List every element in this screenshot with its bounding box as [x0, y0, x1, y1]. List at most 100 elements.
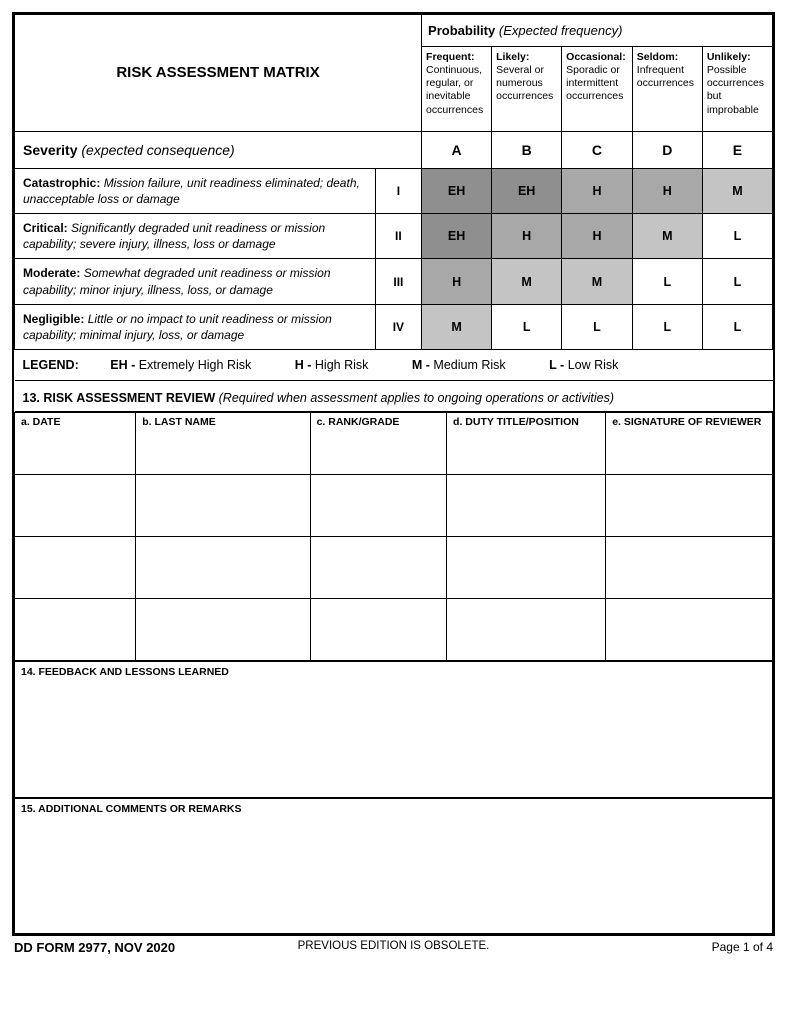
- severity-label: Severity: [23, 142, 77, 158]
- sev-3-desc: Moderate: Somewhat degraded unit readine…: [15, 259, 376, 304]
- risk-2d: M: [632, 214, 702, 259]
- section-14-title: 14. FEEDBACK AND LESSONS LEARNED: [15, 662, 773, 683]
- risk-2b: H: [492, 214, 562, 259]
- risk-1e: M: [702, 168, 772, 213]
- review-2-lastname[interactable]: [136, 537, 310, 599]
- review-3-duty[interactable]: [447, 599, 606, 661]
- sev-3-label: Moderate:: [23, 266, 80, 280]
- legend-l-text: Low Risk: [568, 358, 619, 372]
- legend-h-code: H -: [295, 358, 312, 372]
- risk-4b: L: [492, 304, 562, 349]
- risk-4c: L: [562, 304, 633, 349]
- legend-eh: EH - Extremely High Risk: [110, 358, 251, 372]
- severity-header: Severity (expected consequence): [15, 131, 422, 168]
- risk-2e: L: [702, 214, 772, 259]
- review-3-lastname[interactable]: [136, 599, 310, 661]
- severity-row-4: Negligible: Little or no impact to unit …: [15, 304, 773, 349]
- review-2-rank[interactable]: [310, 537, 446, 599]
- prob-d-label: Seldom:: [637, 51, 698, 64]
- legend-m: M - Medium Risk: [412, 358, 506, 372]
- section-15: 15. ADDITIONAL COMMENTS OR REMARKS: [14, 798, 773, 935]
- review-col-rank: c. RANK/GRADE: [310, 413, 446, 475]
- review-3-signature[interactable]: [606, 599, 773, 661]
- prob-d-desc: Infrequent occurrences: [637, 64, 694, 89]
- review-row-1: [15, 475, 773, 537]
- prob-e-label: Unlikely:: [707, 51, 768, 64]
- sev-1-label: Catastrophic:: [23, 176, 100, 190]
- footer: DD FORM 2977, NOV 2020 PREVIOUS EDITION …: [12, 938, 775, 955]
- probability-sub: (Expected frequency): [499, 23, 623, 38]
- review-1-signature[interactable]: [606, 475, 773, 537]
- review-2-date[interactable]: [15, 537, 136, 599]
- legend-h-text: High Risk: [315, 358, 369, 372]
- matrix-title: RISK ASSESSMENT MATRIX: [15, 15, 422, 132]
- risk-3c: M: [562, 259, 633, 304]
- legend-l-code: L -: [549, 358, 564, 372]
- prob-col-e: Unlikely:Possible occurrences but improb…: [702, 47, 772, 132]
- severity-row-1: Catastrophic: Mission failure, unit read…: [15, 168, 773, 213]
- prob-col-a: Frequent:Continuous, regular, or inevita…: [422, 47, 492, 132]
- review-row-2: [15, 537, 773, 599]
- prob-col-b: Likely:Several or numerous occurrences: [492, 47, 562, 132]
- legend-m-code: M -: [412, 358, 430, 372]
- probability-header: Probability (Expected frequency): [422, 15, 773, 47]
- col-letter-a: A: [422, 131, 492, 168]
- risk-1c: H: [562, 168, 633, 213]
- prob-b-label: Likely:: [496, 51, 557, 64]
- sev-4-roman: IV: [375, 304, 421, 349]
- section-13-note: (Required when assessment applies to ong…: [219, 391, 614, 405]
- prob-e-desc: Possible occurrences but improbable: [707, 64, 764, 115]
- legend-m-text: Medium Risk: [433, 358, 505, 372]
- review-col-signature: e. SIGNATURE OF REVIEWER: [606, 413, 773, 475]
- col-letter-d: D: [632, 131, 702, 168]
- sev-2-label: Critical:: [23, 221, 68, 235]
- prob-b-desc: Several or numerous occurrences: [496, 64, 553, 102]
- severity-row-3: Moderate: Somewhat degraded unit readine…: [15, 259, 773, 304]
- risk-4a: M: [422, 304, 492, 349]
- severity-sub: (expected consequence): [81, 142, 234, 158]
- section-14-body[interactable]: [15, 682, 773, 797]
- legend-h: H - High Risk: [295, 358, 369, 372]
- col-letter-b: B: [492, 131, 562, 168]
- col-letter-c: C: [562, 131, 633, 168]
- col-letter-e: E: [702, 131, 772, 168]
- prob-a-label: Frequent:: [426, 51, 487, 64]
- review-col-date: a. DATE: [15, 413, 136, 475]
- review-col-duty: d. DUTY TITLE/POSITION: [447, 413, 606, 475]
- risk-3b: M: [492, 259, 562, 304]
- review-1-date[interactable]: [15, 475, 136, 537]
- legend-label: LEGEND:: [23, 358, 79, 372]
- risk-3a: H: [422, 259, 492, 304]
- risk-1a: EH: [422, 168, 492, 213]
- sev-3-roman: III: [375, 259, 421, 304]
- risk-1d: H: [632, 168, 702, 213]
- severity-row-2: Critical: Significantly degraded unit re…: [15, 214, 773, 259]
- prob-a-desc: Continuous, regular, or inevitable occur…: [426, 64, 483, 115]
- review-3-date[interactable]: [15, 599, 136, 661]
- risk-1b: EH: [492, 168, 562, 213]
- footer-page-number: Page 1 of 4: [712, 940, 773, 954]
- footer-form-id: DD FORM 2977, NOV 2020: [14, 940, 175, 955]
- sev-2-roman: II: [375, 214, 421, 259]
- risk-3e: L: [702, 259, 772, 304]
- review-1-duty[interactable]: [447, 475, 606, 537]
- review-1-lastname[interactable]: [136, 475, 310, 537]
- risk-4e: L: [702, 304, 772, 349]
- review-2-signature[interactable]: [606, 537, 773, 599]
- prob-col-c: Occasional:Sporadic or intermittent occu…: [562, 47, 633, 132]
- review-2-duty[interactable]: [447, 537, 606, 599]
- section-14: 14. FEEDBACK AND LESSONS LEARNED: [14, 661, 773, 798]
- risk-3d: L: [632, 259, 702, 304]
- section-13-title: 13. RISK ASSESSMENT REVIEW: [23, 391, 216, 405]
- sev-4-desc: Negligible: Little or no impact to unit …: [15, 304, 376, 349]
- sev-2-text: Significantly degraded unit readiness or…: [23, 221, 325, 251]
- legend-eh-code: EH -: [110, 358, 135, 372]
- legend-l: L - Low Risk: [549, 358, 618, 372]
- review-1-rank[interactable]: [310, 475, 446, 537]
- sev-1-roman: I: [375, 168, 421, 213]
- review-3-rank[interactable]: [310, 599, 446, 661]
- review-col-lastname: b. LAST NAME: [136, 413, 310, 475]
- section-15-body[interactable]: [15, 819, 773, 934]
- review-row-3: [15, 599, 773, 661]
- section-15-title: 15. ADDITIONAL COMMENTS OR REMARKS: [15, 798, 773, 819]
